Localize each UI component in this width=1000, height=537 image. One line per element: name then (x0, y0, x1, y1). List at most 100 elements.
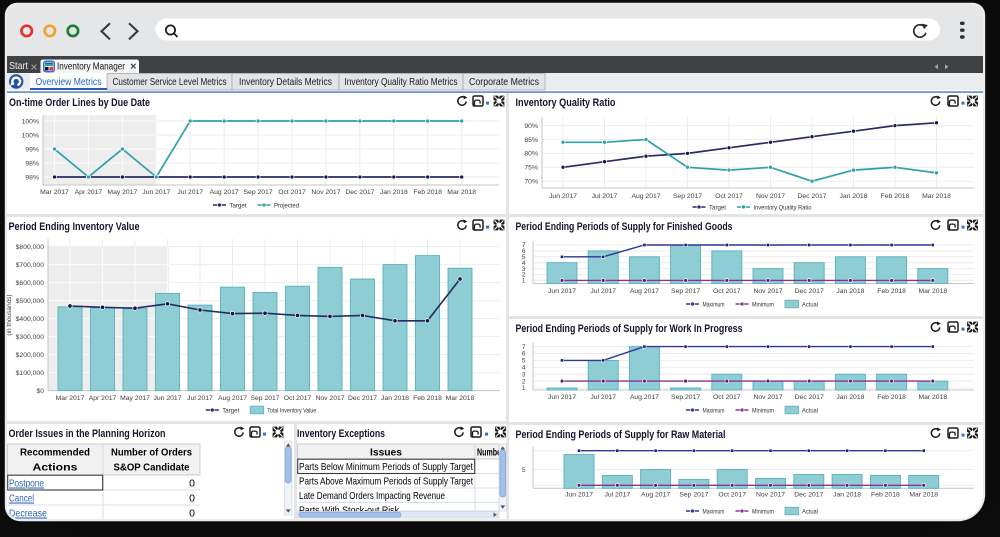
svg-text:Minimum: Minimum (752, 407, 774, 414)
svg-text:Jan 2018: Jan 2018 (381, 395, 409, 402)
svg-text:2: 2 (522, 378, 526, 385)
svg-text:Aug 2017: Aug 2017 (630, 394, 659, 401)
svg-text:Inventory Quality Ratio: Inventory Quality Ratio (516, 97, 616, 109)
svg-text:2: 2 (522, 272, 526, 279)
svg-text:Period Ending Periods of Suppl: Period Ending Periods of Supply for Raw … (516, 429, 726, 441)
svg-text:Dec 2017: Dec 2017 (795, 394, 824, 401)
svg-text:Inventory Details Metrics: Inventory Details Metrics (239, 76, 332, 88)
svg-text:Jul 2017: Jul 2017 (604, 492, 630, 499)
svg-text:$800,000: $800,000 (16, 244, 45, 251)
svg-text:Period Ending Inventory Value: Period Ending Inventory Value (9, 221, 140, 233)
svg-text:Feb 2018: Feb 2018 (881, 193, 910, 200)
svg-text:1: 1 (522, 278, 526, 285)
svg-text:Apr 2017: Apr 2017 (75, 189, 103, 196)
svg-text:Aug 2017: Aug 2017 (641, 492, 670, 499)
svg-text:Oct 2017: Oct 2017 (713, 288, 741, 295)
svg-text:100%: 100% (22, 118, 39, 125)
svg-text:Oct 2017: Oct 2017 (715, 193, 743, 200)
svg-text:Feb 2018: Feb 2018 (877, 394, 906, 401)
svg-text:Number of Orders: Number of Orders (111, 447, 192, 459)
svg-text:Issues: Issues (370, 447, 402, 459)
svg-text:$500,000: $500,000 (16, 298, 45, 305)
svg-text:Actual: Actual (802, 508, 818, 515)
svg-text:90%: 90% (524, 123, 538, 130)
svg-text:1: 1 (522, 385, 526, 392)
svg-text:Cancel: Cancel (9, 493, 34, 505)
svg-text:Start: Start (9, 60, 28, 72)
svg-text:Oct 2017: Oct 2017 (718, 492, 746, 499)
svg-text:Actual: Actual (802, 301, 818, 308)
svg-text:Jul 2017: Jul 2017 (177, 189, 203, 196)
svg-text:Oct 2017: Oct 2017 (713, 394, 741, 401)
svg-text:May 2017: May 2017 (107, 189, 137, 196)
svg-text:Jan 2018: Jan 2018 (836, 394, 864, 401)
svg-text:Nov 2017: Nov 2017 (753, 394, 782, 401)
svg-text:Dec 2017: Dec 2017 (797, 193, 826, 200)
svg-text:Aug 2017: Aug 2017 (218, 395, 247, 402)
svg-text:Jun 2017: Jun 2017 (549, 193, 577, 200)
svg-text:Maximum: Maximum (703, 508, 725, 515)
svg-text:Mar 2018: Mar 2018 (446, 395, 475, 402)
svg-text:98%: 98% (25, 160, 39, 167)
svg-text:Inventory Quality Ratio: Inventory Quality Ratio (754, 204, 812, 211)
svg-text:Mar 2018: Mar 2018 (909, 492, 938, 499)
svg-text:Inventory Quality Ratio Metric: Inventory Quality Ratio Metrics (345, 76, 458, 88)
svg-text:Feb 2018: Feb 2018 (413, 189, 442, 196)
svg-text:Dec 2017: Dec 2017 (794, 492, 823, 499)
svg-text:Jan 2018: Jan 2018 (836, 288, 864, 295)
svg-text:Corporate Metrics: Corporate Metrics (469, 76, 539, 88)
svg-text:Mar 2018: Mar 2018 (918, 288, 947, 295)
svg-text:$600,000: $600,000 (16, 280, 45, 287)
svg-text:Period Ending Periods of Suppl: Period Ending Periods of Supply for Fini… (516, 221, 733, 233)
svg-text:Target: Target (230, 202, 247, 209)
svg-text:Mar 2018: Mar 2018 (918, 394, 947, 401)
svg-text:Maximum: Maximum (703, 407, 725, 414)
svg-text:Late Demand Orders Impacting R: Late Demand Orders Impacting Revenue (299, 490, 445, 502)
svg-text:Mar 2018: Mar 2018 (922, 193, 951, 200)
svg-text:Period Ending Periods of Suppl: Period Ending Periods of Supply for Work… (516, 323, 743, 335)
svg-text:May 2017: May 2017 (120, 395, 150, 402)
svg-text:Minimum: Minimum (752, 301, 774, 308)
svg-text:Decrease: Decrease (9, 508, 47, 520)
svg-text:Order Issues in the Planning H: Order Issues in the Planning Horizon (9, 428, 166, 440)
svg-text:98%: 98% (25, 174, 39, 181)
svg-text:Parts Below Minimum Periods of: Parts Below Minimum Periods of Supply Ta… (299, 461, 473, 473)
svg-text:Feb 2018: Feb 2018 (871, 492, 900, 499)
svg-text:5: 5 (522, 358, 526, 365)
svg-text:4: 4 (522, 365, 526, 372)
svg-text:S&OP Candidate: S&OP Candidate (114, 462, 190, 474)
svg-text:Actual: Actual (802, 407, 818, 414)
svg-text:Parts Above Maximum Periods of: Parts Above Maximum Periods of Supply Ta… (299, 476, 473, 488)
svg-text:5: 5 (522, 467, 526, 474)
svg-text:Sep 2017: Sep 2017 (250, 395, 279, 402)
svg-text:$700,000: $700,000 (16, 262, 45, 269)
svg-text:Dec 2017: Dec 2017 (348, 395, 377, 402)
svg-text:Projected: Projected (274, 202, 299, 209)
svg-text:$100,000: $100,000 (16, 370, 45, 377)
svg-text:6: 6 (522, 351, 526, 358)
svg-text:Jun 2017: Jun 2017 (142, 189, 170, 196)
svg-text:Jun 2017: Jun 2017 (154, 395, 182, 402)
svg-text:Jul 2017: Jul 2017 (592, 193, 618, 200)
svg-text:6: 6 (522, 248, 526, 255)
svg-text:Mar 2017: Mar 2017 (56, 395, 85, 402)
svg-text:85%: 85% (524, 137, 538, 144)
svg-text:Numbe: Numbe (477, 447, 501, 459)
svg-text:Mar 2017: Mar 2017 (40, 189, 69, 196)
svg-text:Target: Target (222, 407, 239, 414)
svg-text:Inventory Exceptions: Inventory Exceptions (297, 428, 385, 440)
svg-text:$0: $0 (36, 388, 44, 395)
svg-text:75%: 75% (524, 165, 538, 172)
svg-text:Feb 2018: Feb 2018 (413, 395, 442, 402)
svg-text:7: 7 (522, 242, 526, 249)
svg-text:Mar 2018: Mar 2018 (447, 189, 476, 196)
svg-text:Postpone: Postpone (9, 478, 44, 490)
svg-text:80%: 80% (524, 151, 538, 158)
svg-text:Jan 2018: Jan 2018 (380, 189, 408, 196)
svg-text:Apr 2017: Apr 2017 (89, 395, 117, 402)
svg-text:99%: 99% (25, 146, 39, 153)
svg-text:4: 4 (522, 260, 526, 267)
svg-text:Minimum: Minimum (752, 508, 774, 515)
svg-text:Inventory Manager: Inventory Manager (57, 61, 125, 73)
svg-text:Jun 2017: Jun 2017 (548, 394, 576, 401)
